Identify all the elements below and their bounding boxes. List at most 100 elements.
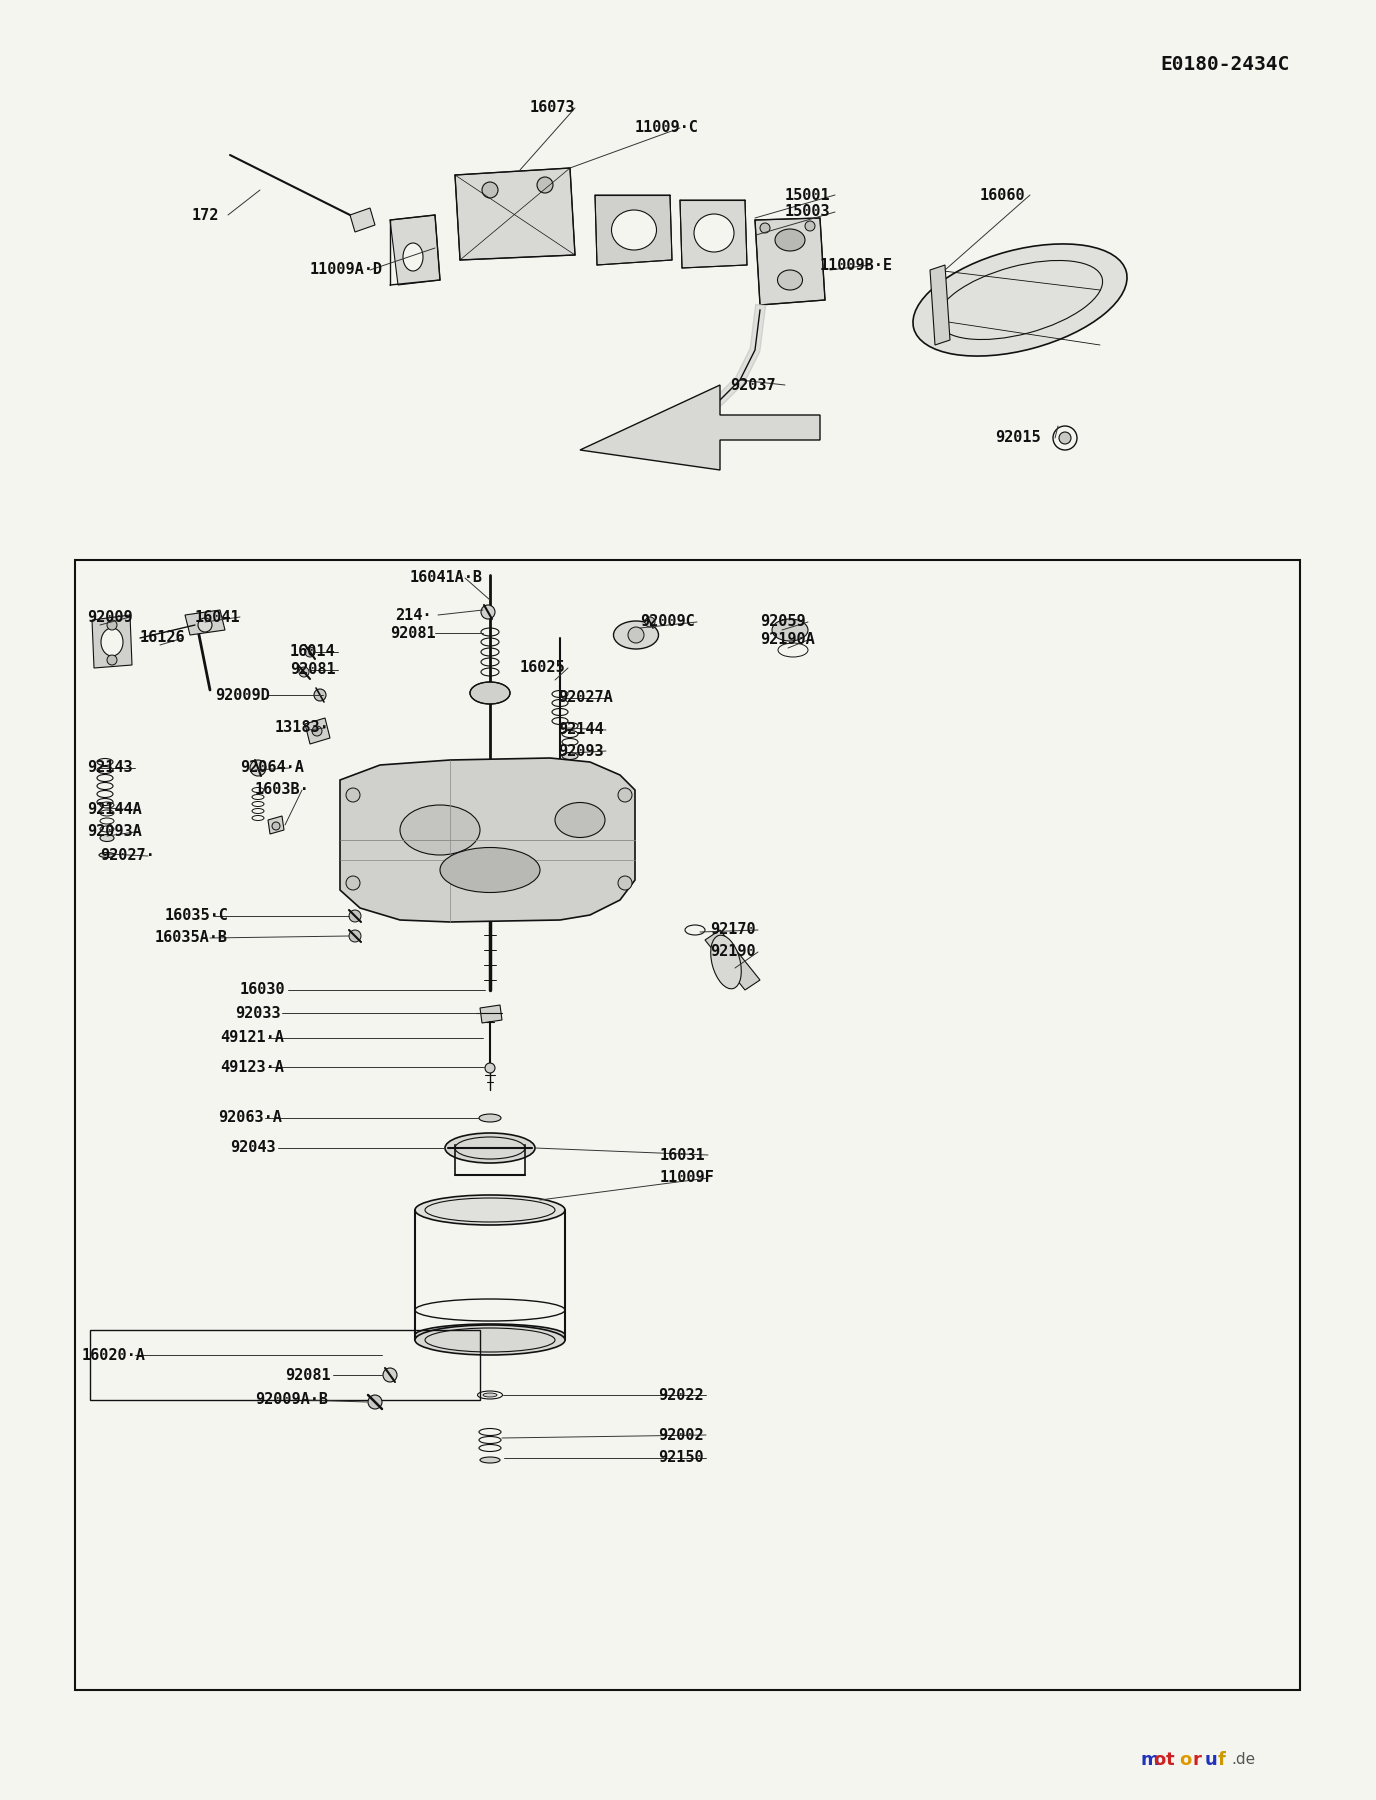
Circle shape	[198, 617, 212, 632]
Ellipse shape	[611, 211, 656, 250]
Text: 16035A·B: 16035A·B	[155, 931, 228, 945]
Text: 16060: 16060	[980, 187, 1025, 203]
Circle shape	[805, 221, 815, 230]
Circle shape	[314, 689, 326, 700]
Polygon shape	[92, 616, 132, 668]
Circle shape	[618, 788, 632, 803]
Circle shape	[272, 823, 279, 830]
Ellipse shape	[777, 270, 802, 290]
Circle shape	[299, 668, 310, 677]
Text: 92015: 92015	[995, 430, 1040, 446]
Text: 92170: 92170	[710, 922, 755, 938]
Ellipse shape	[711, 936, 742, 988]
Text: 15001: 15001	[784, 187, 831, 203]
Text: 1603B·: 1603B·	[255, 783, 310, 797]
Circle shape	[482, 182, 498, 198]
Text: 92093A: 92093A	[87, 824, 142, 839]
Text: 11009B·E: 11009B·E	[820, 257, 893, 272]
Text: 92009C: 92009C	[640, 614, 695, 630]
Ellipse shape	[416, 1195, 566, 1226]
Text: 92027A: 92027A	[559, 691, 612, 706]
Circle shape	[645, 617, 655, 626]
Polygon shape	[930, 265, 949, 346]
Text: 92022: 92022	[658, 1388, 703, 1402]
Ellipse shape	[416, 1325, 566, 1346]
Ellipse shape	[444, 1132, 535, 1163]
Text: o: o	[1179, 1751, 1192, 1769]
Polygon shape	[680, 200, 747, 268]
Polygon shape	[268, 815, 283, 833]
Circle shape	[107, 619, 117, 630]
Ellipse shape	[471, 682, 510, 704]
Ellipse shape	[775, 229, 805, 250]
Circle shape	[537, 176, 553, 193]
Polygon shape	[340, 758, 634, 922]
Text: 92143: 92143	[87, 760, 132, 776]
Text: 16035·C: 16035·C	[165, 909, 228, 923]
Text: 214·: 214·	[395, 608, 432, 623]
Text: 92081: 92081	[285, 1368, 330, 1382]
Circle shape	[107, 655, 117, 664]
Circle shape	[305, 646, 315, 657]
Circle shape	[345, 788, 361, 803]
Text: .de: .de	[1232, 1753, 1255, 1768]
Ellipse shape	[100, 628, 122, 655]
Circle shape	[383, 1368, 398, 1382]
Text: 92144A: 92144A	[87, 803, 142, 817]
Text: 16041A·B: 16041A·B	[410, 571, 483, 585]
Circle shape	[367, 1395, 383, 1409]
Text: r: r	[1192, 1751, 1201, 1769]
Circle shape	[1060, 432, 1071, 445]
Polygon shape	[705, 931, 760, 990]
Text: 16025: 16025	[520, 661, 566, 675]
Text: 92190A: 92190A	[760, 632, 815, 648]
Text: f: f	[1218, 1751, 1226, 1769]
Bar	[76, 560, 1300, 1690]
Polygon shape	[755, 218, 826, 304]
Polygon shape	[389, 214, 440, 284]
Text: 11009F: 11009F	[660, 1170, 714, 1186]
Ellipse shape	[480, 1456, 499, 1463]
Polygon shape	[581, 385, 820, 470]
Text: 92064·A: 92064·A	[239, 760, 304, 776]
Text: 92009D: 92009D	[215, 688, 270, 702]
Ellipse shape	[561, 752, 578, 760]
Text: 92009A·B: 92009A·B	[255, 1393, 327, 1408]
Polygon shape	[594, 194, 671, 265]
Polygon shape	[184, 610, 226, 635]
Text: 92093: 92093	[559, 743, 604, 758]
Circle shape	[345, 877, 361, 889]
Ellipse shape	[555, 803, 605, 837]
Text: 92081: 92081	[389, 626, 436, 641]
Text: 49121·A: 49121·A	[220, 1030, 283, 1046]
Circle shape	[627, 626, 644, 643]
Polygon shape	[480, 1004, 502, 1022]
Bar	[89, 1330, 480, 1400]
Text: 92059: 92059	[760, 614, 805, 630]
Circle shape	[350, 911, 361, 922]
Circle shape	[484, 1064, 495, 1073]
Text: 92002: 92002	[658, 1427, 703, 1442]
Text: 92144: 92144	[559, 722, 604, 738]
Polygon shape	[305, 718, 330, 743]
Text: u: u	[1205, 1751, 1218, 1769]
Text: 16020·A: 16020·A	[83, 1348, 146, 1363]
Text: 16031: 16031	[660, 1148, 706, 1163]
Ellipse shape	[403, 243, 422, 272]
Text: 92027·: 92027·	[100, 848, 154, 864]
Text: 92063·A: 92063·A	[217, 1111, 282, 1125]
Ellipse shape	[614, 621, 659, 650]
Text: 16041: 16041	[195, 610, 241, 625]
Circle shape	[482, 605, 495, 619]
Text: 92033: 92033	[235, 1006, 281, 1021]
Text: 16014: 16014	[290, 644, 336, 659]
Ellipse shape	[99, 853, 116, 857]
Text: m: m	[1139, 1751, 1159, 1769]
Ellipse shape	[100, 835, 114, 842]
Text: 92150: 92150	[658, 1451, 703, 1465]
Text: 16073: 16073	[530, 101, 575, 115]
Ellipse shape	[912, 245, 1127, 356]
Circle shape	[760, 223, 771, 232]
Text: 11009A·D: 11009A·D	[310, 263, 383, 277]
Text: 49123·A: 49123·A	[220, 1060, 283, 1075]
